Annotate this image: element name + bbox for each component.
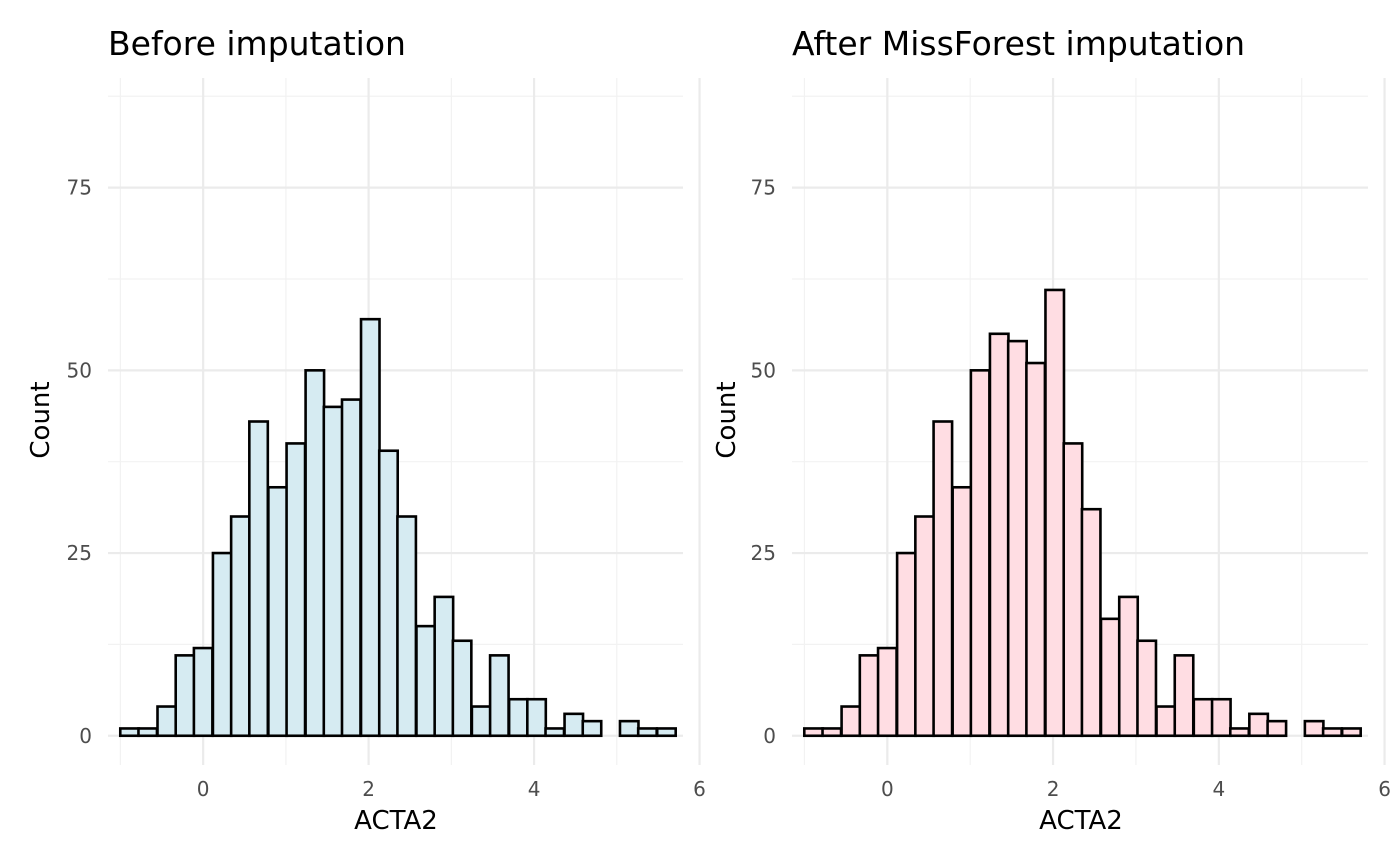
histogram-bar [1006,339,1028,738]
x-tick-label: 4 [528,777,541,801]
histogram-bar [951,485,973,738]
histogram-bar [304,369,326,738]
histogram-bar [1173,654,1195,738]
histogram-bar [1248,712,1270,738]
histogram-bar [1099,617,1121,738]
histogram-bar [932,420,954,738]
histogram-bar [359,317,381,738]
histogram-bar [488,654,510,738]
histogram-bar [581,719,603,738]
histogram-bar [396,515,418,738]
histogram-bar [544,727,566,738]
histogram-bar [1228,727,1251,738]
histogram-bar [876,646,898,738]
histogram-panel-before: 0 2 4 6 0 25 50 75 Before imputation ACTA2 Coun… [26,24,706,836]
histogram-bar [1080,507,1102,738]
chart-title: Before imputation [108,24,406,63]
histogram-bar [802,727,825,738]
histogram-bar [1136,639,1158,738]
histogram-bar [267,485,289,738]
histogram-bar [1303,719,1325,738]
x-tick-label: 4 [1212,777,1225,801]
histogram-bar [1340,727,1362,738]
histogram-bar [377,449,400,738]
histogram-bar [1321,727,1343,738]
histogram-bar [895,551,917,738]
histogram-bar [636,727,658,738]
y-tick-label: 0 [79,724,92,748]
histogram-bar [433,595,455,738]
histogram-bar [415,624,437,738]
histogram-bar [1025,361,1047,738]
histogram-bar [285,442,307,738]
histogram-bar [914,515,936,738]
x-axis-title: ACTA2 [354,806,438,836]
y-tick-label: 25 [751,541,776,565]
x-tick-label: 2 [362,777,375,801]
histogram-bar [248,420,270,738]
x-tick-label: 0 [197,777,210,801]
histogram-bar [840,705,862,738]
x-tick-label: 6 [1378,777,1391,801]
y-tick-label: 75 [751,176,776,200]
histogram-bar [118,727,141,738]
histogram-bar [1044,288,1066,738]
histogram-bar [174,654,196,738]
histogram-bar [988,332,1010,738]
x-tick-label: 2 [1047,777,1060,801]
y-tick-label: 75 [67,176,92,200]
x-tick-label: 6 [693,777,706,801]
histogram-bar [1210,697,1232,738]
histogram-bar [229,515,251,738]
histogram-bar [507,697,529,738]
histogram-bar [969,369,991,738]
y-tick-label: 50 [67,358,92,382]
x-tick-label: 0 [881,777,894,801]
histogram-bar [526,697,548,738]
y-axis-title: Count [712,381,742,458]
histogram-bar [1155,705,1177,738]
histogram-bar [470,705,492,738]
histogram-bar [156,705,178,738]
histogram-bar [1117,595,1140,738]
chart-title: After MissForest imputation [792,24,1245,63]
histogram-bar [618,719,640,738]
histogram-bar [451,639,473,738]
histogram-bar [1192,697,1214,738]
histogram-bar [858,654,880,738]
y-tick-label: 50 [751,358,776,382]
histogram-bar [192,646,214,738]
histogram-bar [1062,442,1084,738]
histogram-bar [563,712,585,738]
histogram-bar [340,398,362,738]
x-axis-title: ACTA2 [1039,806,1123,836]
y-tick-label: 25 [67,541,92,565]
histogram-bar [655,727,677,738]
y-tick-label: 0 [763,724,776,748]
histogram-bar [322,405,344,738]
y-axis-title: Count [26,381,56,458]
histogram-bar [137,727,159,738]
histogram-bar [821,727,843,738]
histogram-bar [1266,719,1288,738]
histogram-bar [211,551,233,738]
